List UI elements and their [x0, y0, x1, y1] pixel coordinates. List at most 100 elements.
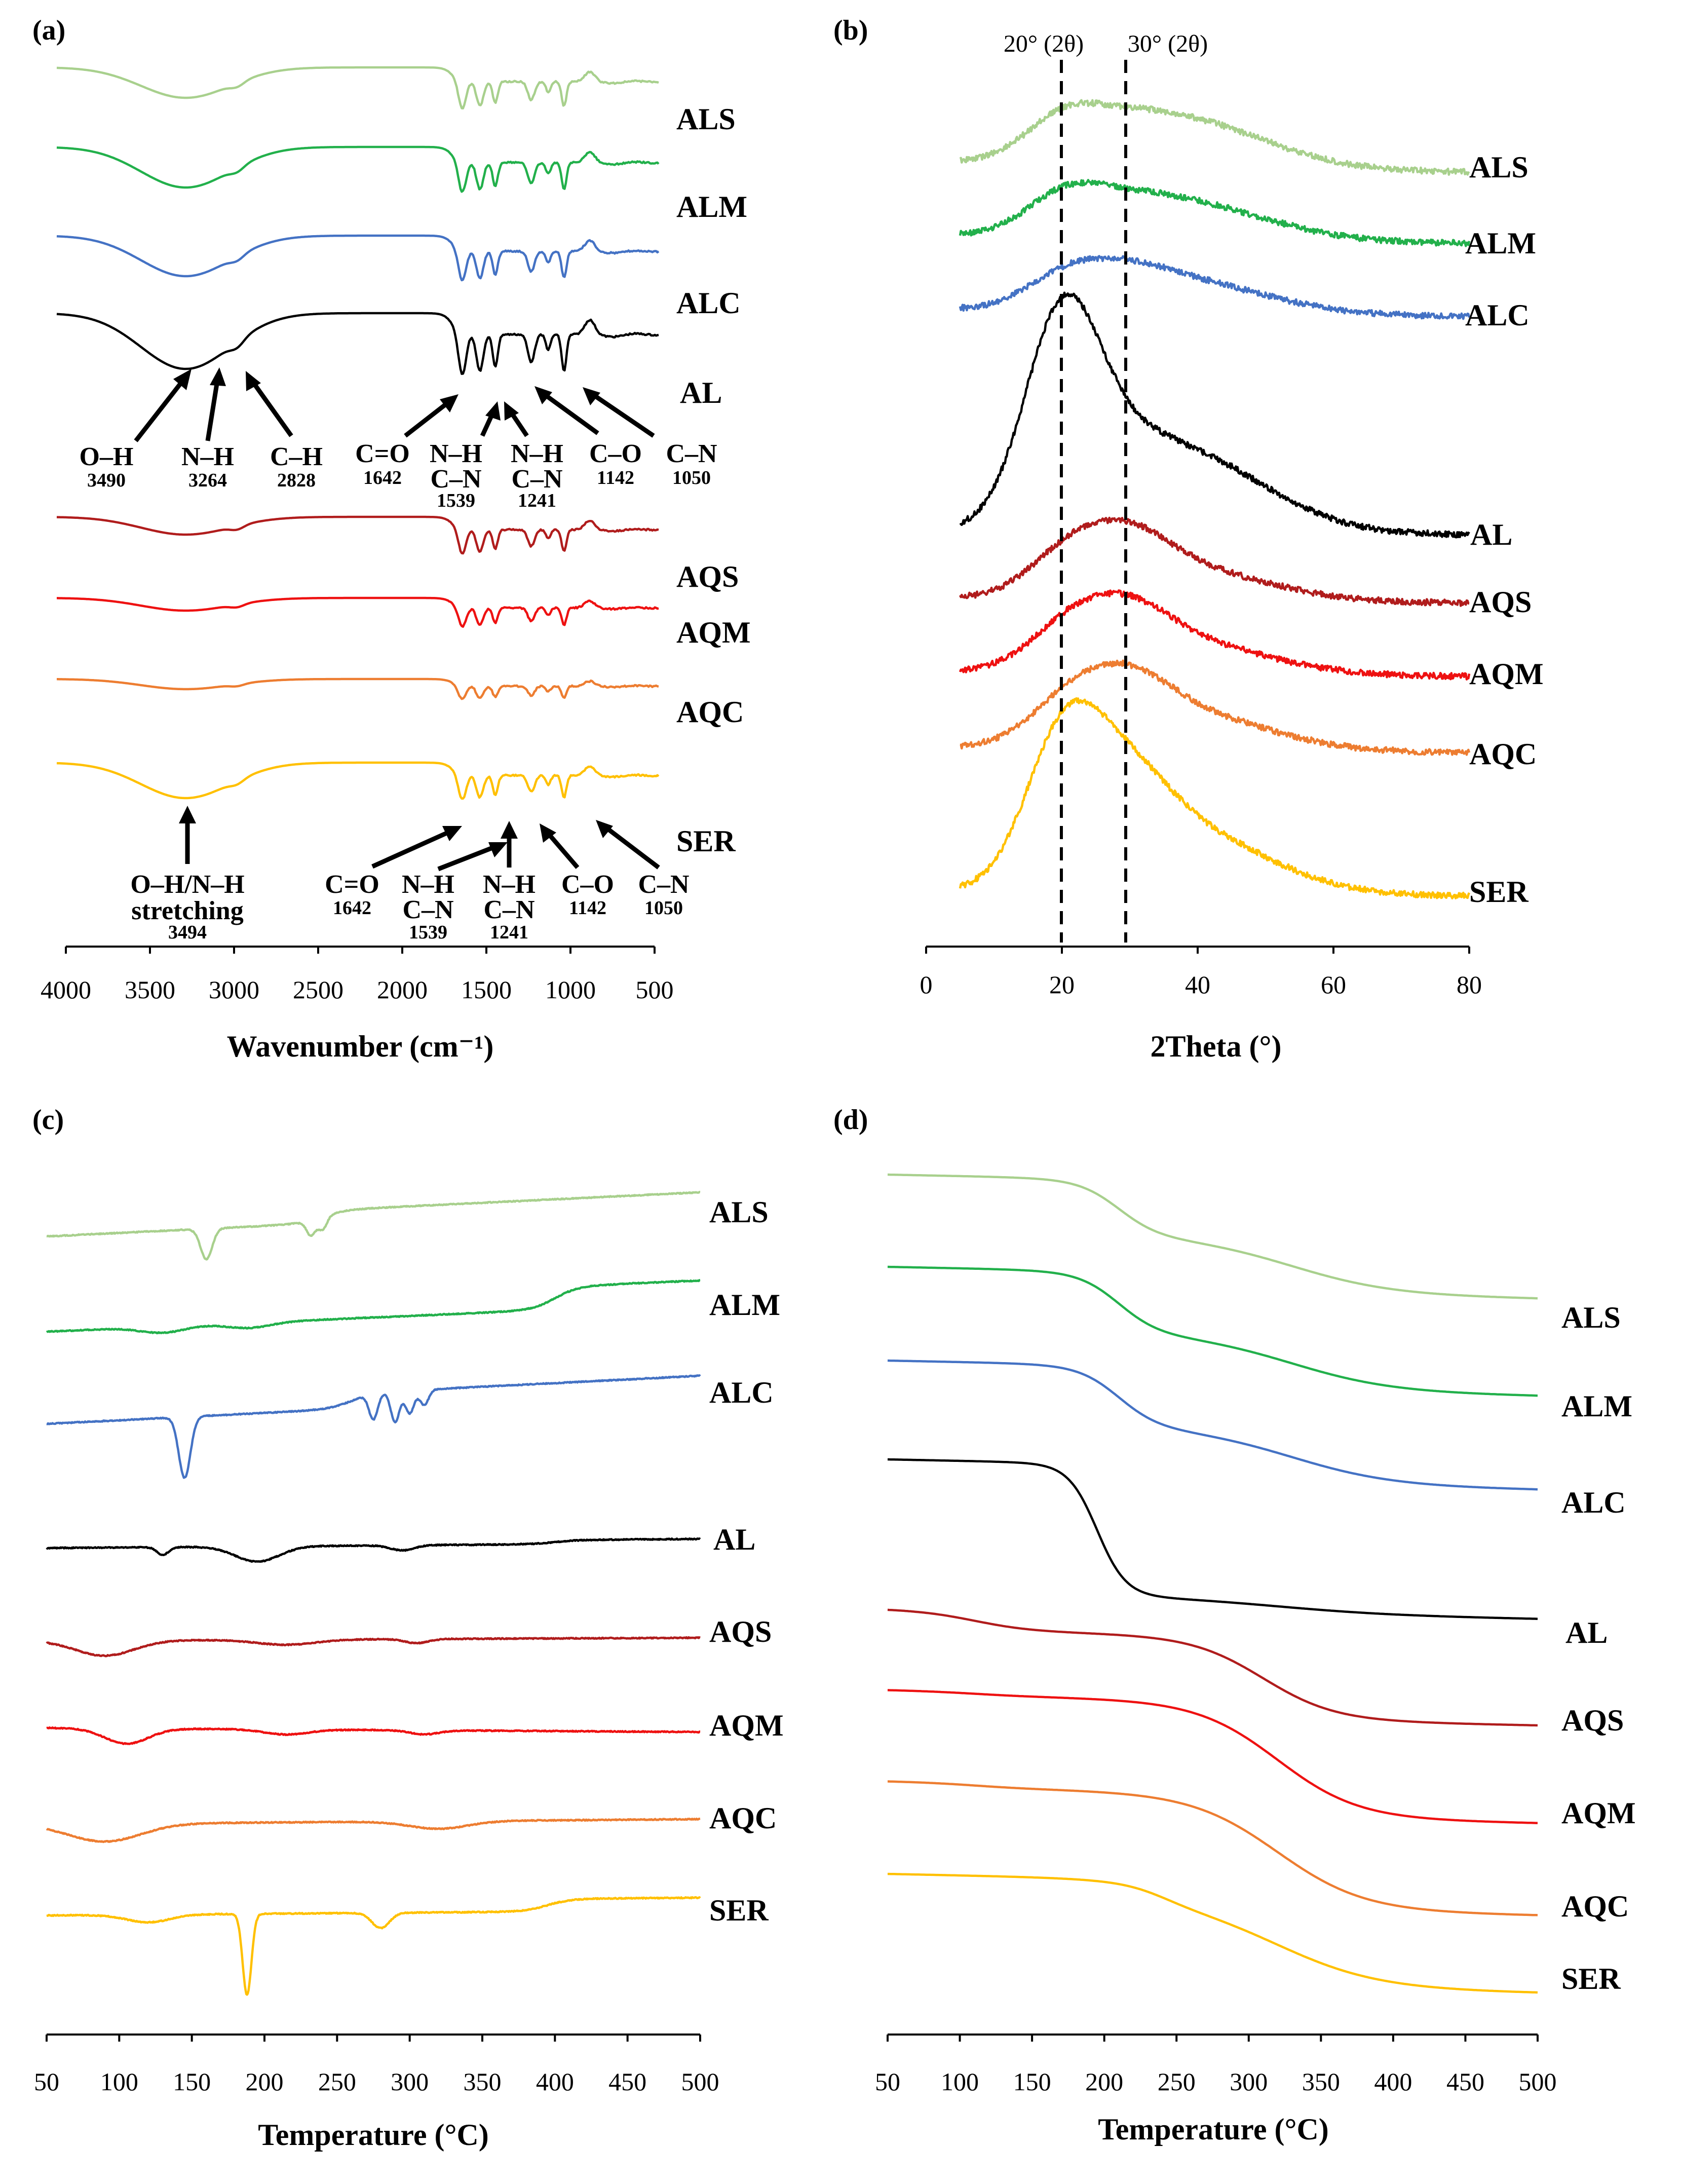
annot-name: O–H	[80, 442, 134, 471]
annot-value: 3490	[87, 470, 126, 491]
arrow-co2-al	[541, 391, 599, 435]
series-line-ser	[888, 1872, 1538, 1994]
annot-value: 1241	[490, 922, 528, 943]
panel-b-series-label: ALS	[1469, 150, 1528, 184]
series-line-als	[56, 66, 659, 109]
series-line-aqc	[57, 677, 659, 700]
annot-value: 1142	[597, 467, 634, 488]
panel-c-ticks: 50 100 150 200 250 300 350 400 450 500	[34, 2035, 719, 2096]
panel-c-series-label: AQS	[709, 1615, 772, 1648]
panel-b-ref-label-30: 30° (2θ)	[1128, 30, 1208, 57]
panel-b-series-label: AL	[1470, 518, 1512, 551]
series-line-alm	[887, 1265, 1538, 1397]
series-line-aqs	[56, 515, 659, 555]
arrow-cn-al	[589, 391, 655, 438]
panel-c-tick-label: 150	[173, 2067, 211, 2096]
series-line-als	[887, 1173, 1538, 1300]
series-line-ser	[959, 697, 1471, 899]
panel-d-tick-label: 50	[875, 2067, 900, 2096]
arrowhead	[179, 806, 196, 823]
panel-d-series-label: ALC	[1561, 1486, 1626, 1519]
annot-value: 3494	[168, 922, 207, 943]
series-line-aqm	[959, 589, 1471, 681]
arrow-co2-ser	[544, 830, 580, 869]
annot-value: 2828	[277, 470, 316, 491]
panel-b-tick-label: 80	[1457, 970, 1482, 999]
annot-name: C–H	[270, 442, 323, 471]
series-line-aqc	[46, 1817, 701, 1843]
panel-a-tick-label: 1500	[461, 975, 512, 1004]
arrow-co-al	[404, 398, 452, 438]
series-line-aqm	[57, 596, 659, 628]
panel-c-series-label: ALM	[709, 1288, 780, 1322]
panel-c-x-axis-label: Temperature (°C)	[258, 2118, 489, 2152]
arrow-cn-ser	[602, 824, 660, 870]
series-line-alc	[959, 255, 1471, 320]
panel-d-tick-label: 500	[1519, 2067, 1557, 2096]
series-line-al	[56, 312, 659, 375]
panel-d-series-label: SER	[1561, 1962, 1621, 1995]
annot-name: O–H/N–H	[130, 870, 244, 899]
arrowhead	[596, 820, 613, 838]
panel-a-series-label: AQC	[676, 695, 744, 729]
annot-value: 3264	[188, 470, 227, 491]
panel-a-series-label: ALC	[676, 286, 741, 320]
arrow-oh-al	[134, 374, 188, 442]
annot-name: C=O	[325, 870, 379, 899]
panel-a-tick-label: 2000	[377, 975, 428, 1004]
series-line-aqc	[960, 659, 1471, 756]
annot-name: N–H	[483, 870, 536, 899]
panel-c-series-label: AQC	[709, 1801, 777, 1835]
panel-b-tick-label: 60	[1321, 970, 1346, 999]
panel-a-ticks: 4000 3500 3000 2500 2000 1500 1000 500	[41, 947, 674, 1004]
series-line-ser	[46, 1896, 701, 1996]
series-line-aqs	[959, 516, 1470, 607]
arrowhead	[485, 401, 501, 421]
panel-a-tick-label: 3500	[125, 975, 175, 1004]
panel-d-ticks: 50 100 150 200 250 300 350 400 450 500	[875, 2035, 1557, 2096]
panel-d-tick-label: 350	[1302, 2067, 1340, 2096]
panel-c-tick-label: 100	[100, 2067, 138, 2096]
panel-c-tick-label: 300	[391, 2067, 429, 2096]
panel-c-tick-label: 400	[536, 2067, 574, 2096]
series-line-al	[959, 291, 1470, 539]
annot-name2: C–N	[511, 465, 562, 494]
panel-c-dsc: (c) ALS ALM ALC AL AQS AQM AQC SER 50 100…	[32, 1104, 784, 2152]
panel-d-curves	[887, 1173, 1538, 1994]
panel-d-series-label: AQC	[1561, 1890, 1629, 1923]
series-line-aqs	[46, 1636, 701, 1658]
series-line-aqm	[887, 1689, 1538, 1824]
annot-value: 1539	[437, 490, 475, 511]
panel-a-al-annotations: O–H 3490 N–H 3264 C–H 2828 C=O 1642 N–H …	[80, 439, 717, 511]
annot-name2: stretching	[131, 896, 243, 925]
arrow-co-ser	[371, 827, 454, 869]
panel-c-label: (c)	[32, 1104, 64, 1136]
series-line-aqm	[46, 1726, 701, 1745]
arrow-nhcn1-ser	[437, 843, 500, 872]
annot-name2: C–N	[402, 895, 453, 924]
annot-name: C–O	[589, 439, 642, 468]
panel-b-series-label: SER	[1469, 875, 1528, 909]
panel-b-series-label: AQM	[1469, 657, 1544, 691]
panel-d-tick-label: 100	[941, 2067, 979, 2096]
series-line-al	[46, 1537, 701, 1563]
panel-c-tick-label: 50	[34, 2067, 59, 2096]
panel-b-curves	[959, 99, 1471, 899]
panel-a-series-labels: ALS ALM ALC AL AQS AQM AQC SER	[676, 102, 751, 858]
annot-name2: C–N	[483, 895, 534, 924]
panel-d-tga: (d) ALS ALM ALC AL AQS AQM AQC SER 50 100…	[833, 1104, 1636, 2146]
series-line-alc	[46, 1374, 701, 1479]
arrow-ch-al	[249, 378, 293, 437]
arrowhead	[488, 842, 508, 857]
panel-d-series-label: AL	[1565, 1616, 1608, 1649]
arrow-nh-al	[205, 377, 220, 441]
panel-c-series-label: ALC	[709, 1376, 774, 1409]
panel-c-tick-label: 500	[681, 2067, 719, 2096]
arrowhead	[442, 826, 462, 841]
panel-d-series-label: AQS	[1561, 1704, 1624, 1737]
series-line-aqs	[887, 1608, 1538, 1727]
panel-d-tick-label: 150	[1013, 2067, 1051, 2096]
panel-d-series-label: ALS	[1561, 1301, 1621, 1334]
arrowhead	[440, 394, 458, 412]
